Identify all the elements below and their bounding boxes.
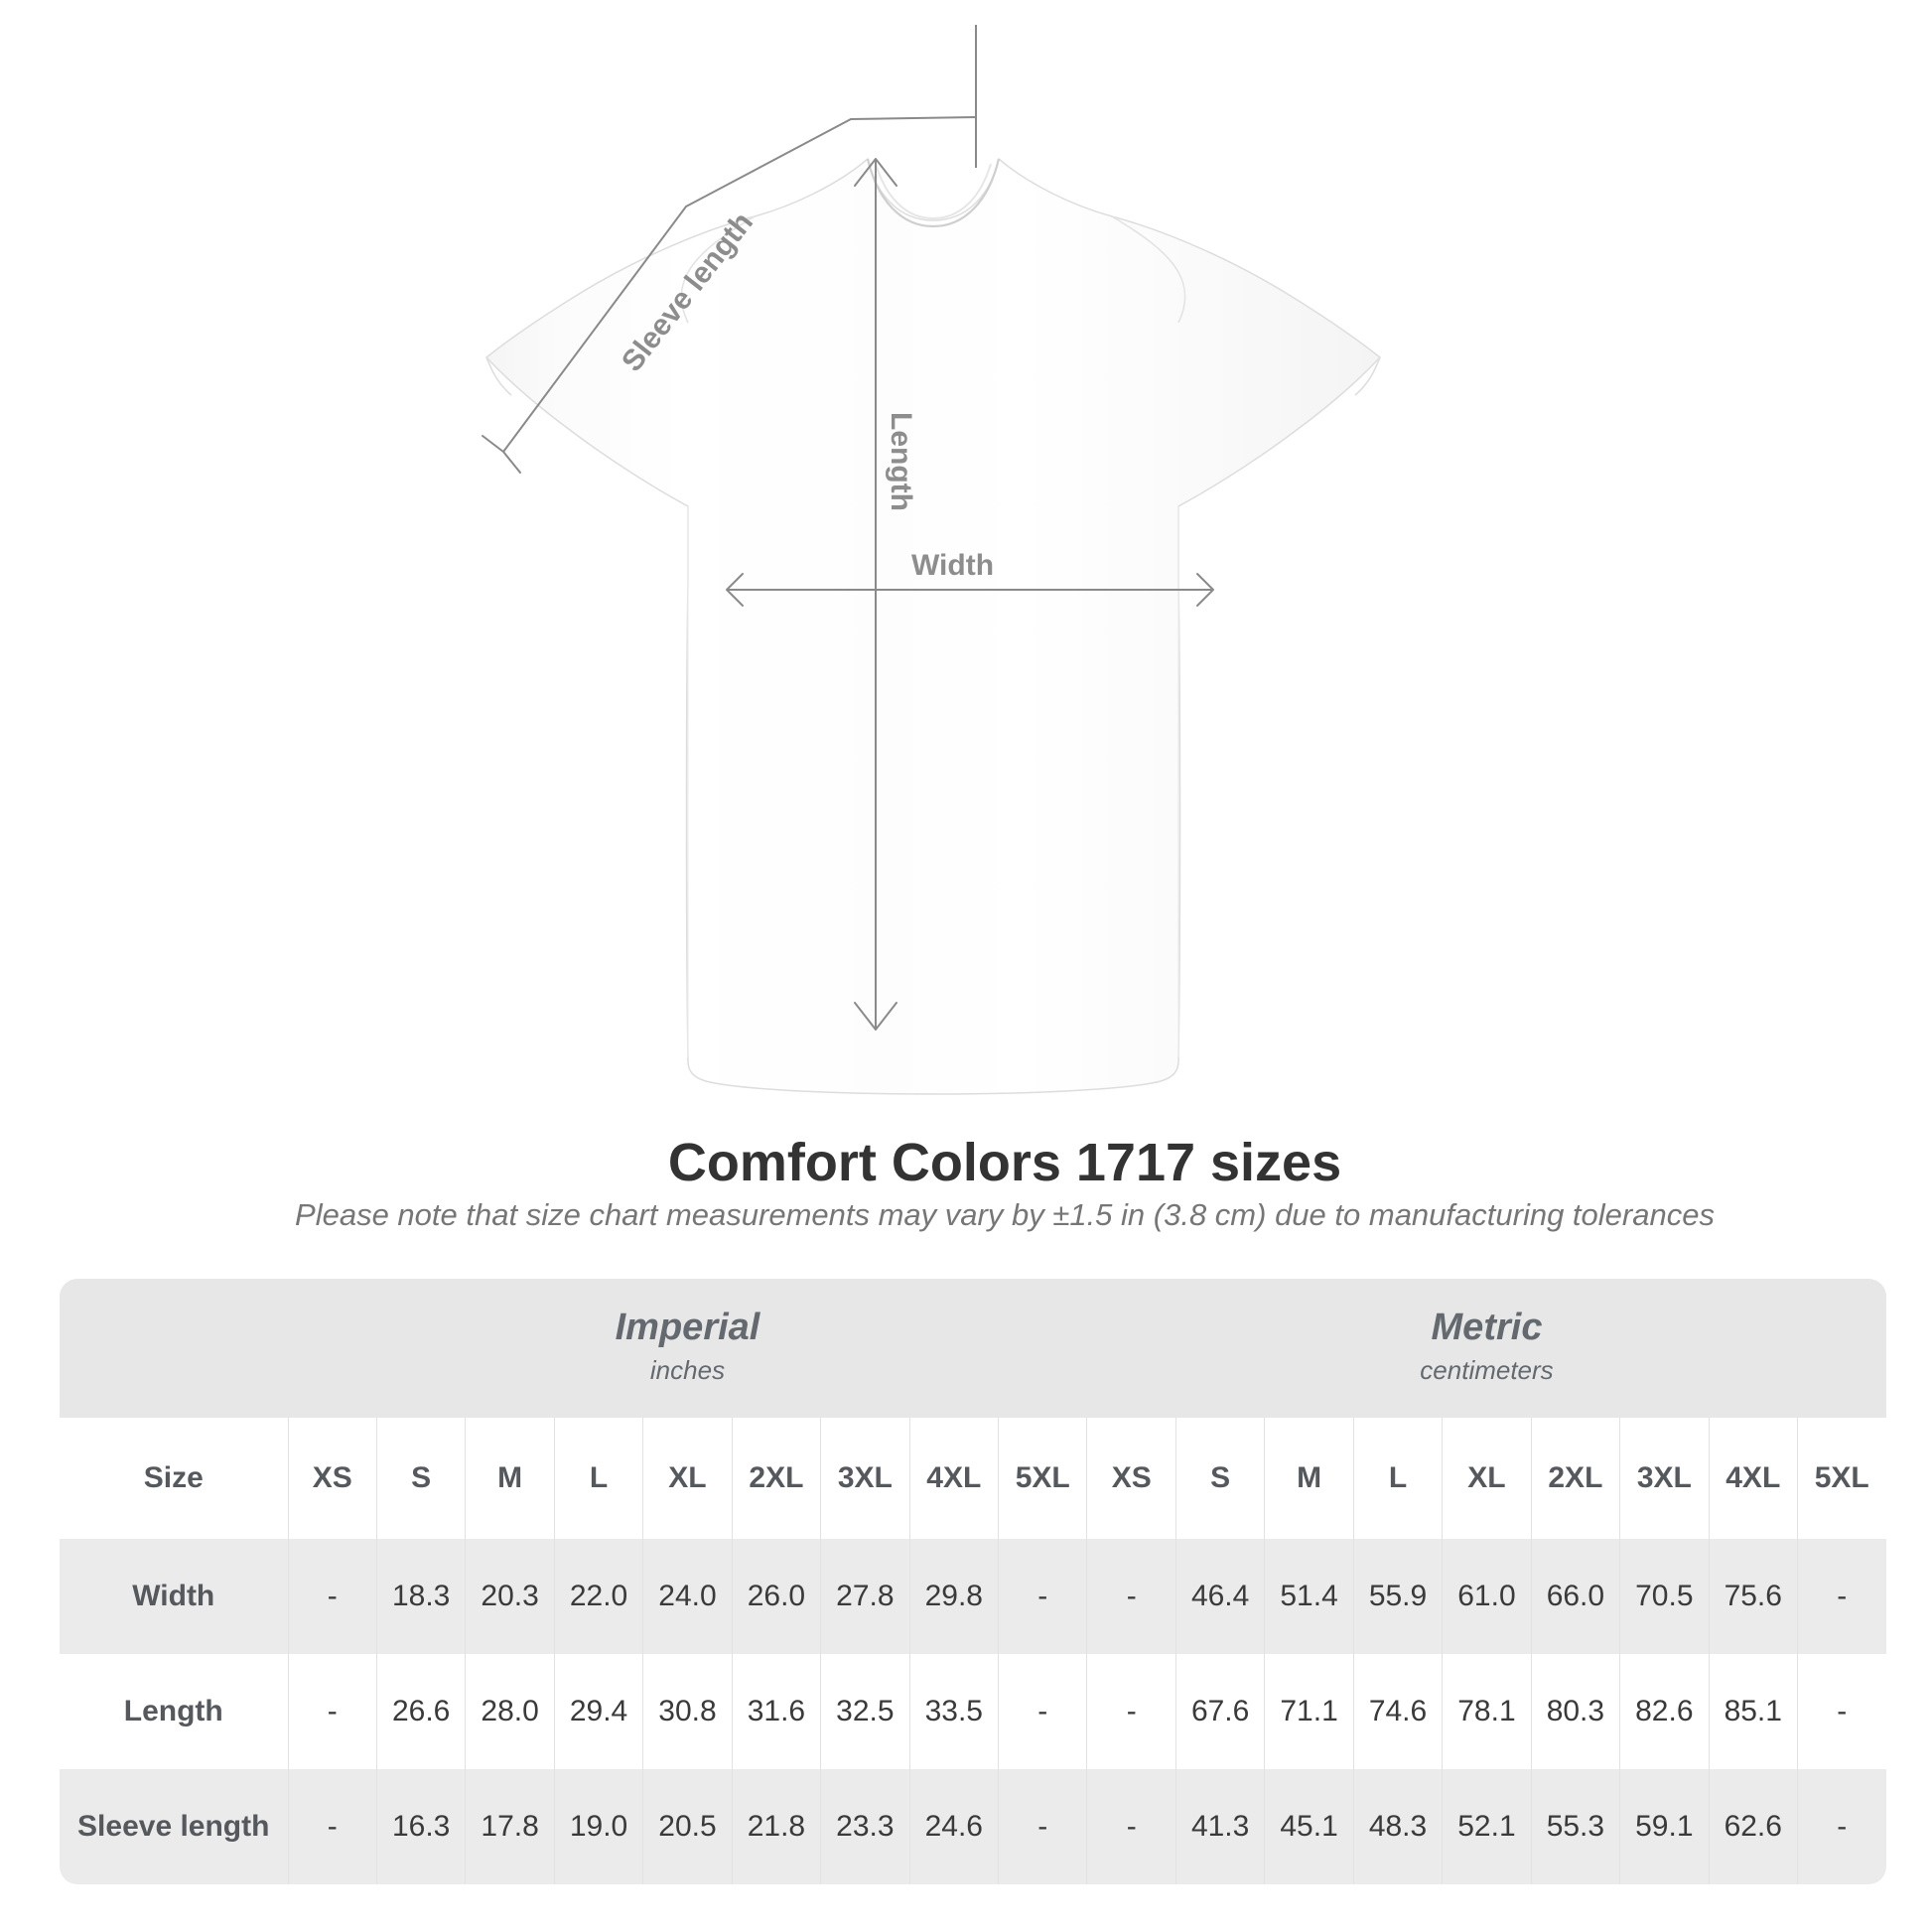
svg-text:Please note that size chart me: Please note that size chart measurements…	[295, 1197, 1715, 1232]
svg-text:Width: Width	[911, 549, 994, 582]
svg-text:Comfort Colors 1717 sizes: Comfort Colors 1717 sizes	[668, 1133, 1341, 1192]
svg-text:Length: Length	[885, 412, 917, 511]
